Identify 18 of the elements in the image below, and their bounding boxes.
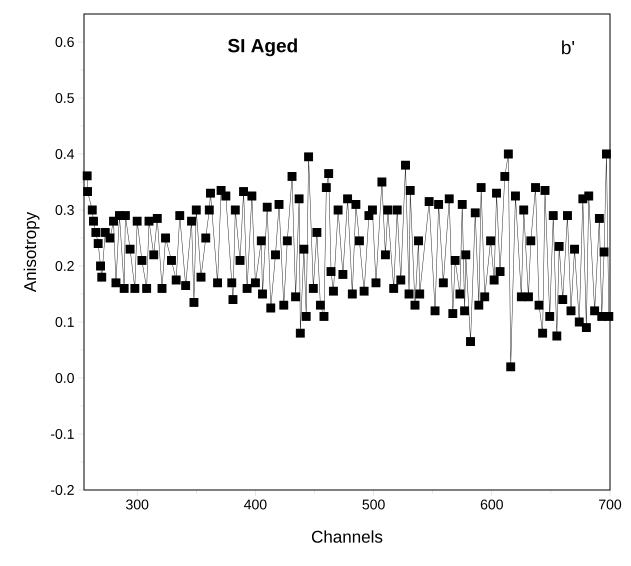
- x-tick-label: 500: [362, 500, 385, 510]
- y-tick-label: -0.1: [50, 429, 74, 439]
- annotation: SI Aged: [228, 38, 297, 56]
- annotation: b': [562, 40, 574, 54]
- y-tick-label: 0.1: [56, 317, 74, 327]
- y-tick-label: -0.2: [50, 485, 74, 495]
- x-tick-label: 700: [599, 500, 622, 510]
- y-tick-label: 0.0: [56, 373, 74, 383]
- x-axis-title: Channels: [312, 530, 382, 543]
- x-tick-label: 300: [126, 500, 148, 510]
- y-tick-label: 0.2: [56, 261, 74, 271]
- y-tick-label: 0.4: [56, 149, 74, 159]
- y-axis-title: Anisotropy: [24, 212, 40, 292]
- y-tick-label: 0.3: [56, 205, 74, 215]
- x-tick-label: 400: [244, 500, 267, 510]
- y-tick-label: 0.5: [56, 93, 74, 103]
- y-tick-label: 0.6: [56, 37, 74, 47]
- x-tick-label: 600: [480, 500, 503, 510]
